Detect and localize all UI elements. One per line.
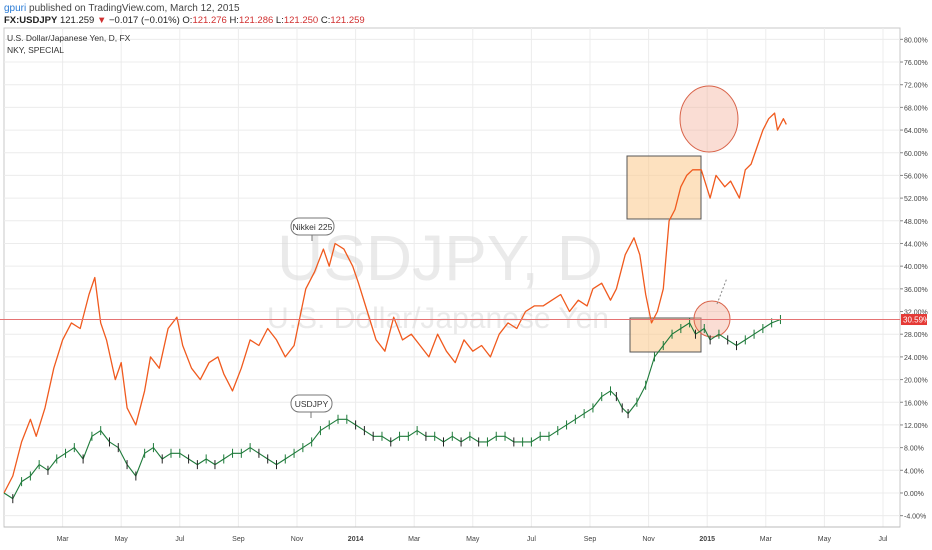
current-value-tag: 30.59% <box>901 314 930 326</box>
y-tick-label: 48.00% <box>904 219 928 226</box>
open-label: O: <box>182 15 193 26</box>
usdjpy-breakout-circle <box>693 300 731 338</box>
x-tick-label: Sep <box>584 536 597 543</box>
x-tick-label: Mar <box>408 536 421 543</box>
y-tick-label: 28.00% <box>904 332 928 339</box>
y-tick-label: 32.00% <box>904 310 928 317</box>
legend-secondary: NKY, SPECIAL <box>7 45 64 55</box>
x-tick-label: May <box>466 536 480 543</box>
nikkei-line <box>3 112 787 494</box>
nikkei-callout-label: Nikkei 225 <box>293 222 333 232</box>
x-axis[interactable]: Mar May Jul Sep Nov 2014 Mar May Jul Sep Nov 2015 Ma… <box>4 526 932 543</box>
author-link[interactable]: gpuri <box>4 3 27 14</box>
nikkei-consolidation-box <box>626 155 702 220</box>
high-label: H: <box>229 15 239 26</box>
publish-info: gpuri published on TradingView.com, Marc… <box>4 3 240 14</box>
y-tick-label: 56.00% <box>904 173 928 180</box>
y-tick-label: 76.00% <box>904 60 928 67</box>
y-tick-label: 36.00% <box>904 287 928 294</box>
symbol-label[interactable]: FX:USDJPY <box>4 15 58 26</box>
y-tick-label: 40.00% <box>904 264 928 271</box>
x-tick-label: Mar <box>760 536 773 543</box>
y-tick-label: 44.00% <box>904 241 928 248</box>
y-tick-label: 68.00% <box>904 105 928 112</box>
chart-title: U.S. Dollar/Japanese Yen, D, FX <box>7 33 131 43</box>
quote-line: FX:USDJPY 121.259 ▼ −0.017 (−0.01%) O:12… <box>4 15 365 26</box>
x-tick-label: Jul <box>527 536 536 543</box>
y-tick-label: 80.00% <box>904 37 928 44</box>
y-tick-label: 24.00% <box>904 355 928 362</box>
y-tick-label: 0.00% <box>904 491 924 498</box>
y-tick-label: 52.00% <box>904 196 928 203</box>
last-price: 121.259 <box>59 15 95 26</box>
x-tick-label: May <box>818 536 832 543</box>
nikkei-breakout-circle <box>679 85 739 153</box>
x-tick-label: May <box>115 536 129 543</box>
x-tick-label: Jul <box>879 536 888 543</box>
series-layer <box>3 112 787 504</box>
x-tick-label: Mar <box>57 536 70 543</box>
y-tick-label: 60.00% <box>904 151 928 158</box>
watermark: USDJPY, D U.S. Dollar/Japanese Yen <box>267 222 609 335</box>
high-value: 121.286 <box>238 15 274 26</box>
watermark-sub: U.S. Dollar/Japanese Yen <box>267 302 609 335</box>
y-tick-label: 4.00% <box>904 468 924 475</box>
y-tick-label: 16.00% <box>904 400 928 407</box>
x-tick-label: Nov <box>291 536 304 543</box>
y-axis[interactable]: 80.00% 76.00% 72.00% 68.00% 64.00% 60.00% 56.0… <box>900 37 928 521</box>
grid <box>3 27 901 528</box>
open-value: 121.276 <box>192 15 227 26</box>
y-tick-label: 20.00% <box>904 378 928 385</box>
price-change: −0.017 (−0.01%) <box>109 15 180 26</box>
y-tick-label: 64.00% <box>904 128 928 135</box>
usdjpy-consolidation-box <box>629 317 702 353</box>
x-tick-label: 2014 <box>348 536 364 543</box>
current-value-box <box>901 314 927 326</box>
usdjpy-callout-label: USDJPY <box>295 399 329 409</box>
callouts: Nikkei 225 USDJPY <box>290 217 335 418</box>
highlight-annotations <box>626 85 739 353</box>
x-tick-label: 2015 <box>699 536 715 543</box>
down-arrow-icon: ▼ <box>96 15 107 26</box>
y-tick-label: 8.00% <box>904 446 924 453</box>
publish-text: published on TradingView.com, March 12, … <box>29 3 240 14</box>
x-tick-label: Nov <box>642 536 655 543</box>
projection-dotted-line <box>716 277 728 305</box>
y-tick-label: 72.00% <box>904 83 928 90</box>
close-value: 121.259 <box>330 15 365 26</box>
low-label: L: <box>275 15 284 26</box>
close-label: C: <box>320 15 331 26</box>
x-tick-label: Jul <box>175 536 184 543</box>
chart-header: gpuri published on TradingView.com, Marc… <box>0 0 932 28</box>
y-tick-label: -4.00% <box>904 514 926 521</box>
y-tick-label: 12.00% <box>904 423 928 430</box>
low-value: 121.250 <box>283 15 319 26</box>
legend: U.S. Dollar/Japanese Yen, D, FX NKY, SPE… <box>7 33 131 55</box>
current-value-label: 30.59% <box>903 316 930 325</box>
x-tick-label: Sep <box>232 536 245 543</box>
